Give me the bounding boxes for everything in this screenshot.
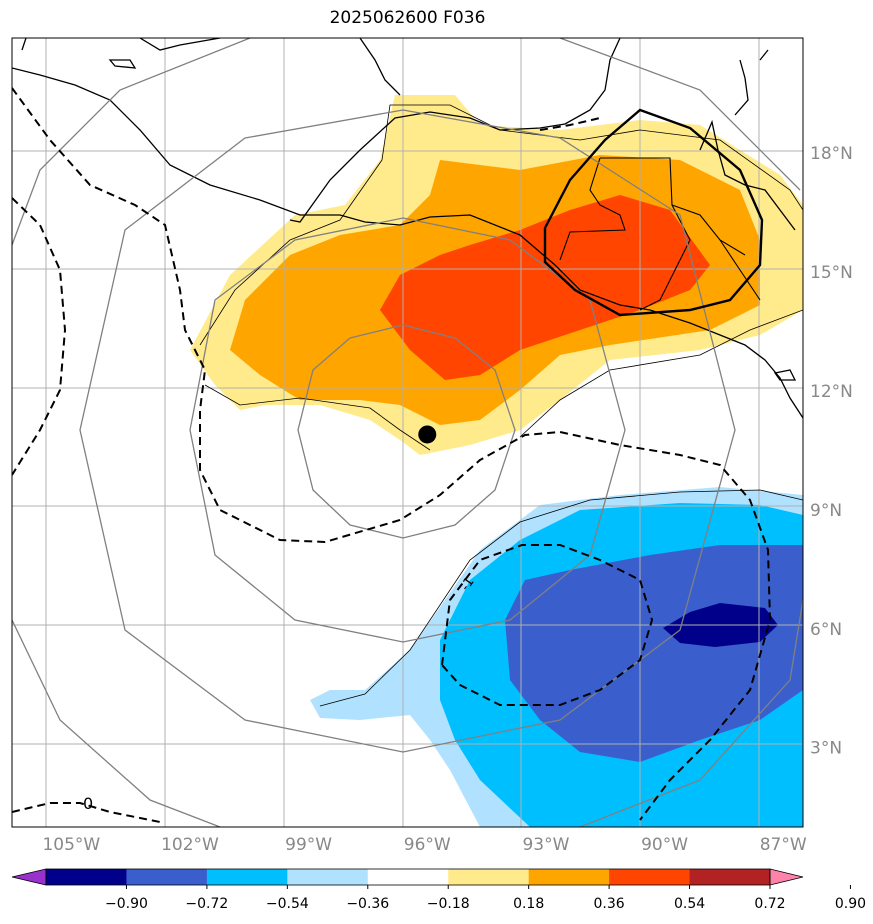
colorbar-swatch	[206, 869, 288, 885]
colorbar-tick-label: −0.72	[185, 896, 228, 912]
colorbar-swatch	[528, 869, 610, 885]
lon-tick-label: 99°W	[285, 835, 332, 855]
dashed-contours	[12, 87, 772, 823]
colorbar-tick-label: −0.36	[346, 896, 389, 912]
plot-frame	[11, 37, 804, 828]
colorbar: −0.90 −0.72 −0.54 −0.36 −0.18 0.18 0.36 0.54 0.7…	[11, 868, 866, 912]
lon-tick-label: 87°W	[760, 835, 807, 855]
lon-tick-label: 93°W	[522, 835, 569, 855]
negative-anomaly-outline	[319, 489, 803, 707]
lat-tick-label: 15°N	[810, 263, 853, 283]
colorbar-swatch	[609, 869, 691, 885]
colorbar-swatch	[367, 869, 449, 885]
negative-anomaly-0.54	[505, 545, 803, 762]
positive-anomaly-outline-south	[204, 309, 803, 451]
chart-title: 2025062600 F036	[329, 8, 486, 28]
lat-tick-label: 12°N	[810, 382, 853, 402]
storm-center-marker	[418, 425, 437, 444]
graticule	[12, 38, 803, 827]
colorbar-extend-low	[11, 868, 47, 886]
colorbar-tick-label: 0.18	[513, 896, 544, 912]
colorbar-swatch	[46, 869, 127, 885]
lon-tick-label: 102°W	[161, 835, 219, 855]
colorbar-tick-label: −0.90	[105, 896, 148, 912]
lat-tick-label: 9°N	[810, 501, 842, 521]
positive-anomaly-0.54	[380, 195, 710, 380]
colorbar-tick-label: 0.90	[835, 896, 866, 912]
lon-tick-label: 90°W	[641, 835, 688, 855]
colorbar-tick-label: 0.72	[754, 896, 785, 912]
contour-label-zero: 0	[83, 794, 93, 813]
lon-tick-label: 96°W	[404, 835, 451, 855]
colorbar-tick-label: −0.54	[266, 896, 309, 912]
latitude-tick-labels: 18°N 15°N 12°N 9°N 6°N 3°N	[810, 144, 853, 759]
colorbar-swatch	[287, 869, 369, 885]
longitude-tick-labels: 105°W 102°W 99°W 96°W 93°W 90°W 87°W	[42, 835, 806, 855]
colorbar-frame	[45, 868, 771, 886]
colorbar-extend-high	[769, 868, 804, 886]
solid-contour	[543, 108, 764, 317]
colorbar-tick-label: 0.36	[594, 896, 625, 912]
lon-tick-label: 105°W	[42, 835, 100, 855]
lat-tick-label: 3°N	[810, 739, 842, 759]
positive-anomaly-outline	[199, 104, 803, 346]
colorbar-swatch	[126, 869, 208, 885]
colorbar-swatch	[689, 869, 771, 885]
range-rings	[12, 38, 803, 827]
lat-tick-label: 6°N	[810, 620, 842, 640]
colorbar-tick-label: 0.54	[674, 896, 705, 912]
lat-tick-label: 18°N	[810, 144, 853, 164]
colorbar-swatch	[448, 869, 530, 885]
colorbar-tick-label: −0.18	[427, 896, 470, 912]
